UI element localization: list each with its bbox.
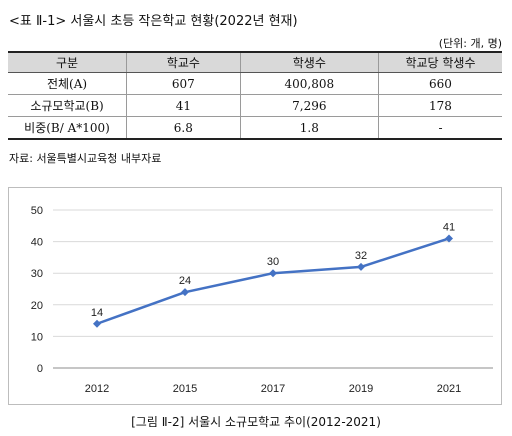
- header-students-per-school: 학교당 학생수: [377, 51, 502, 73]
- table-cell: 607: [126, 72, 241, 95]
- x-tick-label: 2021: [437, 383, 461, 395]
- data-point: [445, 234, 453, 243]
- stats-table: 구분 학교수 학생수 학교당 학생수 전체(A) 607 400,808 660…: [8, 51, 502, 140]
- y-tick-label: 30: [31, 268, 43, 280]
- unit-note: (단위: 개, 명): [438, 37, 502, 50]
- data-label: 30: [267, 256, 279, 268]
- y-tick-label: 40: [31, 237, 43, 249]
- table-row: 전체(A) 607 400,808 660: [8, 72, 502, 95]
- table-cell: 전체(A): [8, 72, 127, 95]
- table-cell: 400,808: [239, 72, 379, 95]
- data-label: 14: [91, 307, 103, 319]
- table-row: 비중(B/ A*100) 6.8 1.8 -: [8, 116, 502, 140]
- table-cell: 178: [377, 94, 502, 117]
- table-cell: 6.8: [126, 116, 241, 140]
- figure-caption: [그림 Ⅱ-2] 서울시 소규모학교 추이(2012-2021): [131, 415, 381, 429]
- table-cell: 1.8: [239, 116, 379, 140]
- table-cell: 소규모학교(B): [8, 94, 127, 117]
- data-point: [181, 288, 189, 297]
- x-tick-label: 2012: [85, 383, 109, 395]
- source-note: 자료: 서울특별시교육청 내부자료: [9, 152, 162, 165]
- y-tick-label: 50: [31, 205, 43, 217]
- x-tick-label: 2019: [349, 383, 373, 395]
- table-cell: 비중(B/ A*100): [8, 116, 127, 140]
- table-header-row: 구분 학교수 학생수 학교당 학생수: [8, 51, 502, 73]
- table-title: <표 Ⅱ-1> 서울시 초등 작은학교 현황(2022년 현재): [9, 14, 298, 29]
- data-label: 24: [179, 275, 191, 287]
- y-tick-label: 10: [31, 331, 43, 343]
- line-chart: 0 10 20 30 40 50 2012 2015 2017 2019 2021 14 24 30 32 4…: [31, 205, 493, 395]
- header-students: 학생수: [239, 51, 379, 73]
- data-point: [357, 262, 365, 271]
- table-cell: 7,296: [239, 94, 379, 117]
- table-row: 소규모학교(B) 41 7,296 178: [8, 94, 502, 117]
- data-label: 32: [355, 250, 367, 262]
- chart-frame: 0 10 20 30 40 50 2012 2015 2017 2019 2021 14 24 30 32 4…: [8, 187, 502, 405]
- data-label: 41: [443, 221, 455, 233]
- data-point: [269, 269, 277, 278]
- header-category: 구분: [8, 51, 127, 73]
- table-cell: 660: [377, 72, 502, 95]
- y-tick-label: 0: [37, 363, 43, 375]
- x-tick-label: 2017: [261, 383, 285, 395]
- x-tick-label: 2015: [173, 383, 197, 395]
- y-tick-label: 20: [31, 300, 43, 312]
- header-schools: 학교수: [126, 51, 241, 73]
- data-point: [93, 319, 101, 328]
- table-cell: 41: [126, 94, 241, 117]
- table-cell: -: [377, 116, 502, 140]
- series-line: [96, 237, 450, 325]
